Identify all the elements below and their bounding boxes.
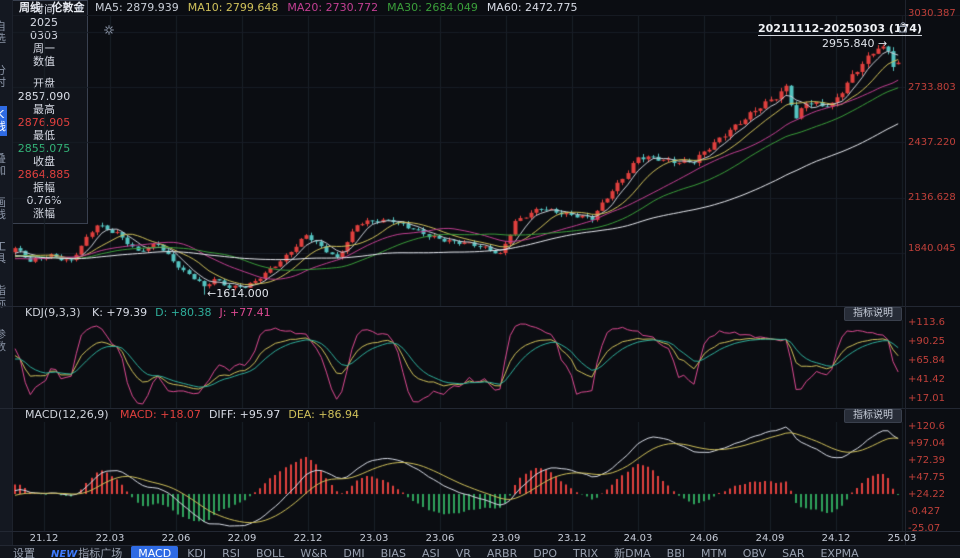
sidebar-item-3[interactable]: K线 <box>0 106 7 136</box>
macd-y-tick: -0.427 <box>908 506 941 517</box>
ma-legend-item: MA20: 2730.772 <box>287 1 379 14</box>
indicator-tab-sar[interactable]: SAR <box>782 547 805 558</box>
lock-icon[interactable] <box>898 22 908 33</box>
period-label: 周线 <box>19 1 41 14</box>
legend-item: K: +79.39 <box>92 306 148 319</box>
left-sidebar: 自选分时 K线叠加画线工具指标参数 <box>0 0 13 558</box>
indicator-tab-dma[interactable]: 新DMA <box>614 547 651 558</box>
macd-y-tick: -25.07 <box>908 523 941 534</box>
kdj-chart-canvas[interactable] <box>13 320 906 408</box>
kdj-header: KDJ(9,3,3) K: +79.39 D: +80.38 J: +77.41 指… <box>13 306 906 321</box>
ma-legend-item: MA30: 2684.049 <box>387 1 478 14</box>
kdj-indicator-help-button[interactable]: 指标说明 <box>844 307 902 321</box>
panel-divider <box>0 531 960 532</box>
sidebar-item-8[interactable]: 参数 <box>0 326 7 356</box>
x-axis-tick: 24.12 <box>821 533 851 544</box>
ma-legend: MA5: 2879.939 MA10: 2799.648 MA20: 2730.77… <box>95 1 587 14</box>
macd-header: MACD(12,26,9) MACD: +18.07 DIFF: +95.97 DE… <box>13 408 906 423</box>
indicator-tab-arbr[interactable]: ARBR <box>486 547 518 558</box>
legend-item: MACD: +18.07 <box>120 408 201 421</box>
legend-item: DIFF: +95.97 <box>208 408 281 421</box>
indicator-tab-mtm[interactable]: MTM <box>701 547 727 558</box>
sidebar-item-6[interactable]: 工具 <box>0 238 7 268</box>
legend-item: J: +77.41 <box>219 306 271 319</box>
right-arrow-icon: → <box>878 37 888 50</box>
close-icon[interactable]: ✕ <box>76 4 84 14</box>
indicator-tab-dmi[interactable]: DMI <box>343 547 365 558</box>
kdj-y-tick: +90.25 <box>908 336 946 347</box>
kdj-title: KDJ(9,3,3) <box>25 306 81 319</box>
panel-divider <box>0 408 960 409</box>
macd-y-tick: +24.22 <box>908 489 946 500</box>
info-panel-title: 时间 <box>33 3 55 16</box>
panel-divider <box>0 306 960 307</box>
symbol-name[interactable]: 伦敦金 <box>51 1 85 14</box>
ma-legend-item: MA5: 2879.939 <box>95 1 179 14</box>
main-y-tick: 2733.803 <box>908 82 956 93</box>
sidebar-item-7[interactable]: 指标 <box>0 282 7 312</box>
chart-title-bar: 周线 伦敦金 MA5: 2879.939 MA10: 2799.648 MA20: … <box>13 0 960 16</box>
macd-y-tick: +72.39 <box>908 455 946 466</box>
sidebar-item-4[interactable]: 叠加 <box>0 150 7 180</box>
macd-y-tick: +97.04 <box>908 438 946 449</box>
indicator-tab-asi[interactable]: ASI <box>421 547 440 558</box>
indicator-tab-vr[interactable]: VR <box>455 547 471 558</box>
x-axis-tick: 23.06 <box>425 533 455 544</box>
kdj-y-tick: +17.01 <box>908 393 946 404</box>
kdj-y-tick: +65.84 <box>908 355 946 366</box>
sidebar-item-1[interactable]: 自选 <box>0 18 7 48</box>
ma-legend-item: MA60: 2472.775 <box>486 1 578 14</box>
indicator-tab-rsi[interactable]: RSI <box>222 547 241 558</box>
x-axis-tick: 24.03 <box>623 533 653 544</box>
indicator-tab-trix[interactable]: TRIX <box>573 547 599 558</box>
indicator-tab-bar: 设置 NEW指标广场 MACD KDJ RSI BOLL W&R DMI BIAS ASI VR AR… <box>0 545 960 558</box>
indicator-tab-boll[interactable]: BOLL <box>256 547 285 558</box>
x-axis-tick: 24.09 <box>755 533 785 544</box>
main-chart-canvas[interactable] <box>13 16 906 306</box>
main-y-tick: 2136.628 <box>908 192 956 203</box>
x-axis-tick: 21.12 <box>29 533 59 544</box>
sidebar-item-2[interactable]: 分时 <box>0 62 7 92</box>
indicator-tab-macd[interactable]: MACD <box>131 546 179 558</box>
indicator-tab-bbi[interactable]: BBI <box>666 547 686 558</box>
macd-title: MACD(12,26,9) <box>25 408 109 421</box>
x-axis-tick: 22.06 <box>161 533 191 544</box>
x-axis-tick: 22.09 <box>227 533 257 544</box>
indicator-tab-expma[interactable]: EXPMA <box>820 547 859 558</box>
indicator-tab-obv[interactable]: OBV <box>742 547 767 558</box>
x-axis-tick: 23.03 <box>359 533 389 544</box>
gear-icon[interactable] <box>104 25 114 35</box>
indicator-tab-new[interactable]: NEW指标广场 <box>51 547 123 558</box>
sidebar-item-5[interactable]: 画线 <box>0 194 7 224</box>
indicator-tab-kdj[interactable]: KDJ <box>187 547 207 558</box>
x-axis-tick: 25.03 <box>887 533 917 544</box>
legend-item: D: +80.38 <box>155 306 212 319</box>
macd-y-tick: +120.6 <box>908 421 946 432</box>
main-y-tick: 3030.387 <box>908 8 956 19</box>
x-axis-tick: 23.09 <box>491 533 521 544</box>
ma-legend-item: MA10: 2799.648 <box>187 1 279 14</box>
indicator-tab-dpo[interactable]: DPO <box>533 547 558 558</box>
axis-divider <box>905 0 906 545</box>
indicator-tab-[interactable]: 设置 <box>13 547 35 558</box>
legend-item: DEA: +86.94 <box>288 408 360 421</box>
indicator-tab-wr[interactable]: W&R <box>300 547 328 558</box>
x-axis-tick: 23.12 <box>557 533 587 544</box>
date-range-selector[interactable]: 20211112-20250303 (174) <box>758 22 922 36</box>
kdj-y-tick: +41.42 <box>908 374 946 385</box>
macd-y-tick: +47.75 <box>908 472 946 483</box>
high-price-annotation: 2955.840 → <box>822 37 888 50</box>
macd-chart-canvas[interactable] <box>13 422 906 531</box>
low-price-annotation: ←1614.000 <box>207 287 269 300</box>
main-y-tick: 1840.045 <box>908 243 956 254</box>
kdj-y-tick: +113.6 <box>908 317 946 328</box>
macd-indicator-help-button[interactable]: 指标说明 <box>844 409 902 423</box>
indicator-tab-bias[interactable]: BIAS <box>380 547 406 558</box>
main-y-tick: 2437.220 <box>908 137 956 148</box>
x-axis-tick: 22.12 <box>293 533 323 544</box>
x-axis-tick: 24.06 <box>689 533 719 544</box>
new-badge: NEW <box>51 549 78 558</box>
x-axis-tick: 22.03 <box>95 533 125 544</box>
